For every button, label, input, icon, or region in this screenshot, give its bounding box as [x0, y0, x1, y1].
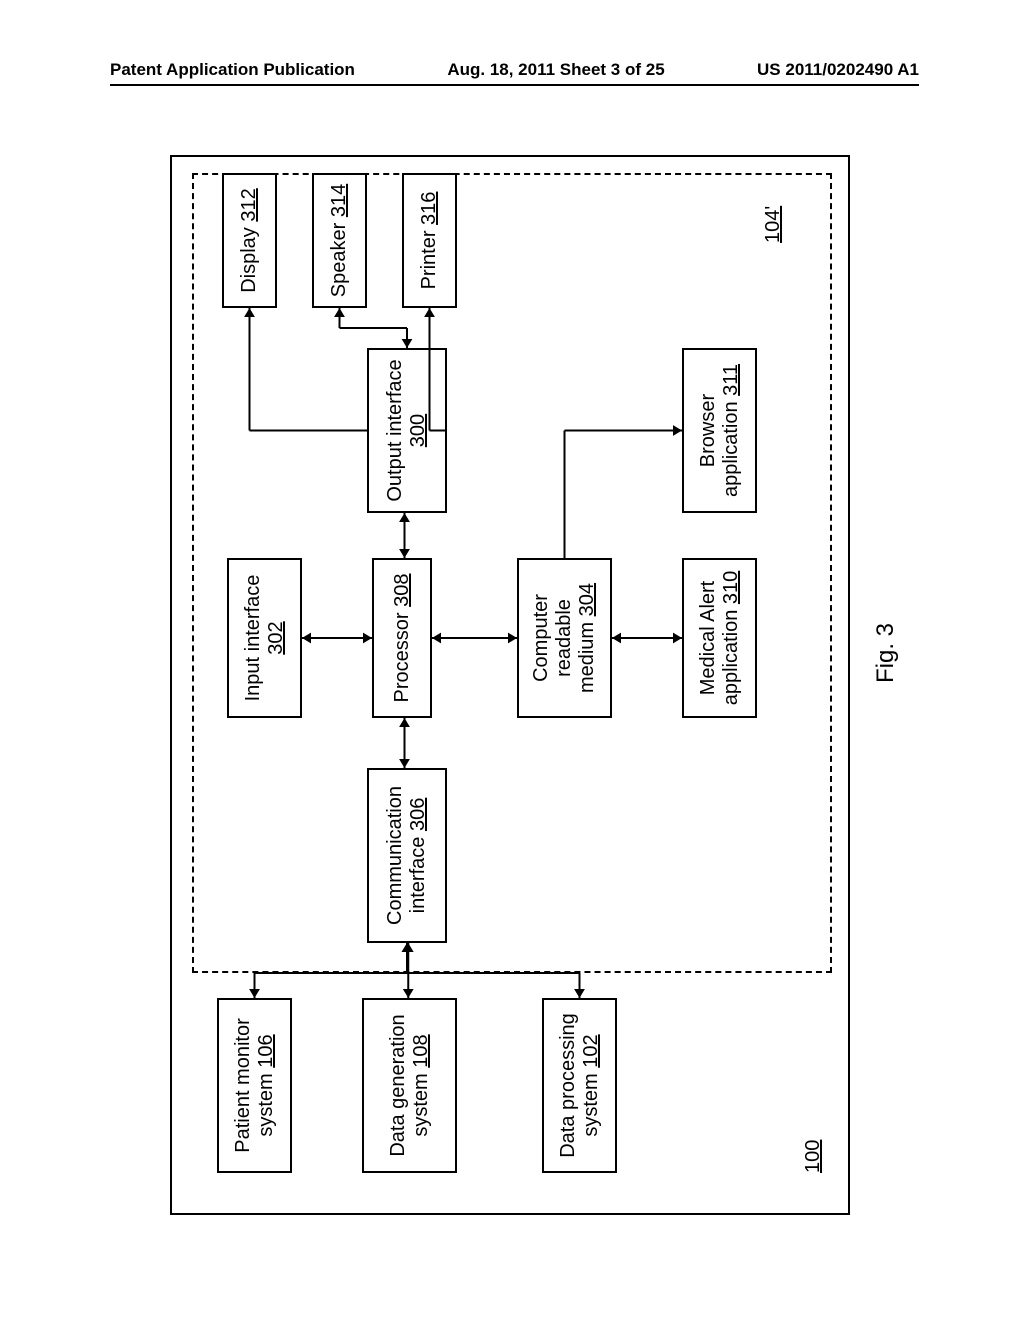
figure-caption: Fig. 3 [872, 623, 900, 683]
page: Patent Application Publication Aug. 18, … [0, 0, 1024, 1320]
connector-arrows [172, 153, 852, 1213]
header-right: US 2011/0202490 A1 [757, 60, 919, 80]
header-center: Aug. 18, 2011 Sheet 3 of 25 [447, 60, 664, 80]
page-header: Patent Application Publication Aug. 18, … [110, 60, 919, 86]
header-left: Patent Application Publication [110, 60, 355, 80]
outer-frame: Patient monitor system 106 Data generati… [170, 155, 850, 1215]
figure-rotated: Patient monitor system 106 Data generati… [0, 345, 1024, 1025]
